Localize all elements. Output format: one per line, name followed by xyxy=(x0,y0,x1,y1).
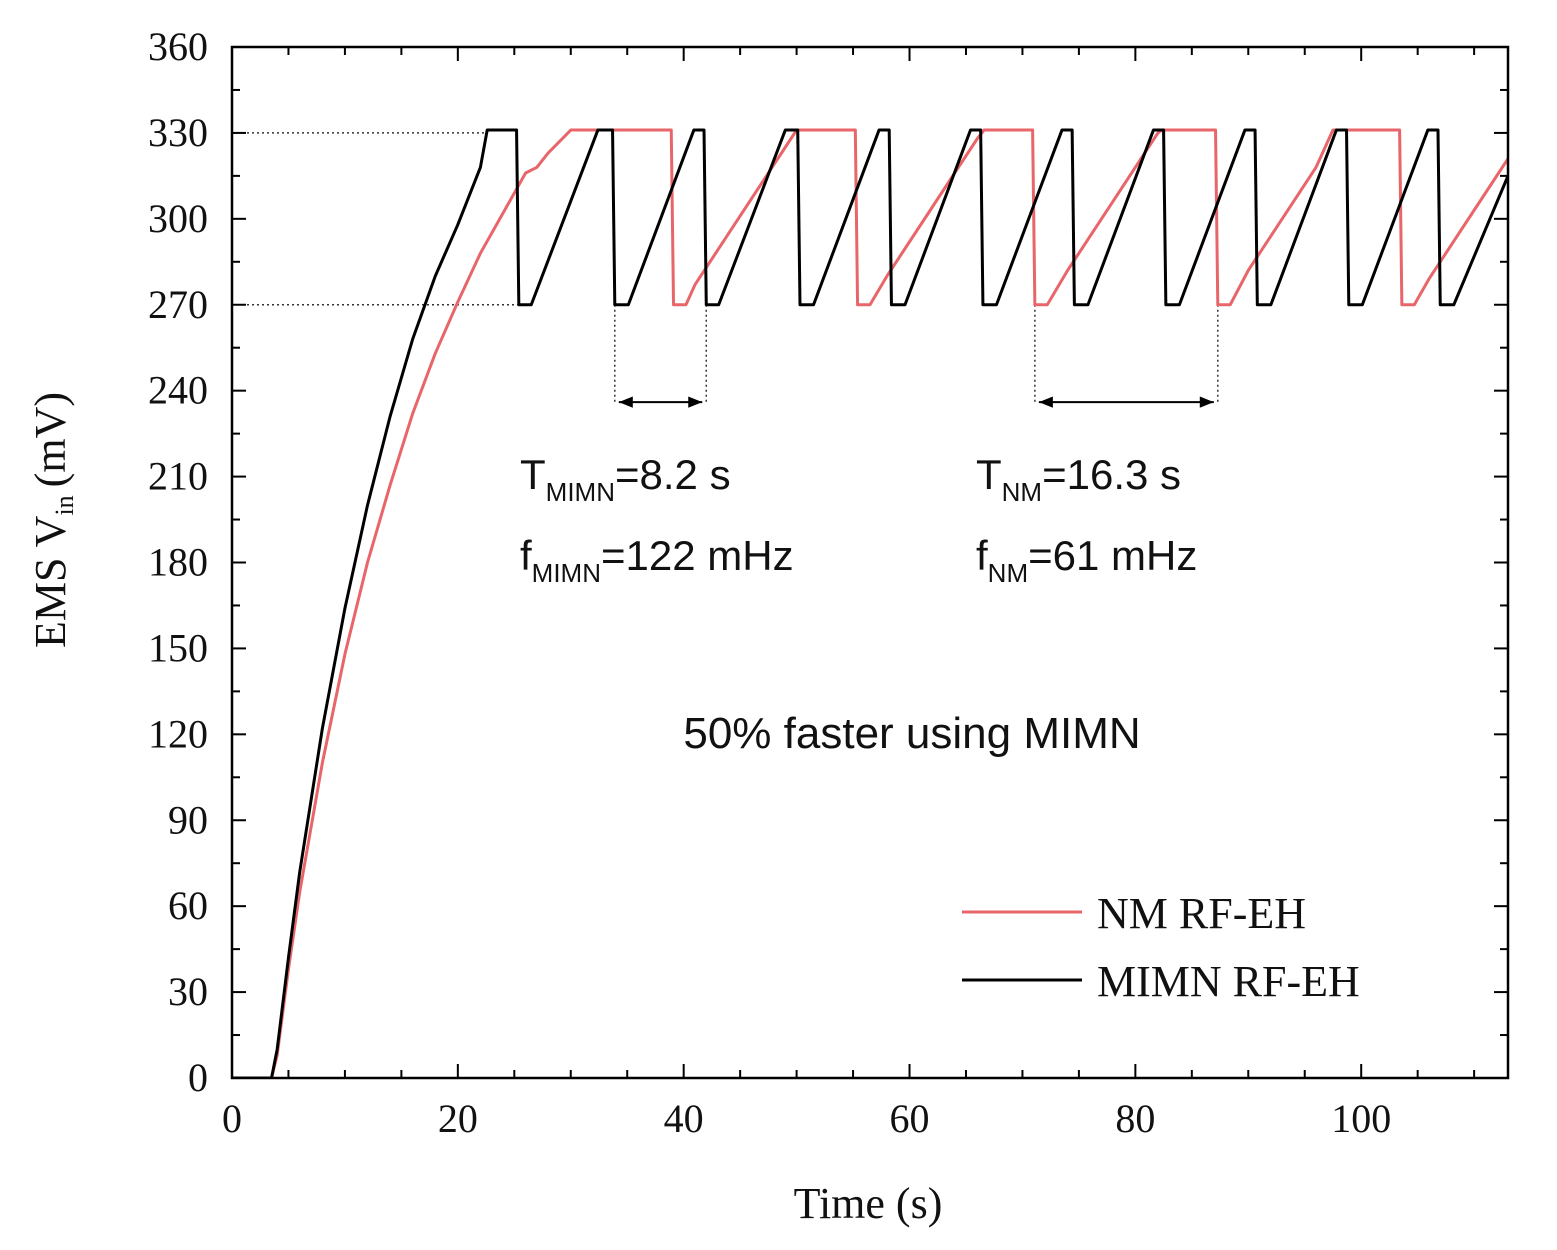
series-line-nm-rf-eh xyxy=(232,128,1508,1078)
y-tick-label: 30 xyxy=(168,969,208,1014)
y-tick-label: 360 xyxy=(148,24,208,69)
legend-label-nm: NM RF-EH xyxy=(1097,889,1306,938)
y-tick-label: 120 xyxy=(148,711,208,756)
legend: NM RF-EH MIMN RF-EH xyxy=(962,889,1360,1006)
x-tick-label: 40 xyxy=(664,1096,704,1141)
legend-label-mimn: MIMN RF-EH xyxy=(1097,957,1360,1006)
plot-content xyxy=(232,128,1508,1078)
x-tick-label: 80 xyxy=(1115,1096,1155,1141)
y-tick-label: 150 xyxy=(148,625,208,670)
period-marker-0 xyxy=(614,304,708,408)
y-tick-label: 270 xyxy=(148,282,208,327)
x-axis-label: Time (s) xyxy=(794,1179,943,1228)
y-axis-label: EMS Vin(mV) xyxy=(26,392,79,648)
annotation-nm-period: TNM=16.3 s xyxy=(976,451,1181,507)
annotation-summary: 50% faster using MIMN xyxy=(683,709,1140,758)
axes: 0 20 40 60 80 100 0 30 60 90 120 150 180 210 240 270 300… xyxy=(148,24,1510,1141)
y-tick-label: 240 xyxy=(148,368,208,413)
annotation-nm-frequency: fNM=61 mHz xyxy=(976,532,1197,588)
y-tick-label: 90 xyxy=(168,797,208,842)
y-tick-label: 60 xyxy=(168,883,208,928)
x-tick-label: 100 xyxy=(1331,1096,1391,1141)
y-tick-label: 210 xyxy=(148,454,208,499)
x-tick-label: 0 xyxy=(222,1096,242,1141)
y-tick-label: 180 xyxy=(148,540,208,585)
x-tick-label: 20 xyxy=(438,1096,478,1141)
y-tick-label: 0 xyxy=(188,1055,208,1100)
y-tick-label: 330 xyxy=(148,110,208,155)
plot-frame xyxy=(230,45,1510,1080)
annotation-mimn-frequency: fMIMN=122 mHz xyxy=(520,532,794,588)
series-line-mimn-rf-eh xyxy=(232,128,1508,1078)
y-tick-label: 300 xyxy=(148,196,208,241)
annotation-mimn-period: TMIMN=8.2 s xyxy=(520,451,731,507)
period-marker-1 xyxy=(1034,304,1219,408)
x-tick-label: 60 xyxy=(890,1096,930,1141)
